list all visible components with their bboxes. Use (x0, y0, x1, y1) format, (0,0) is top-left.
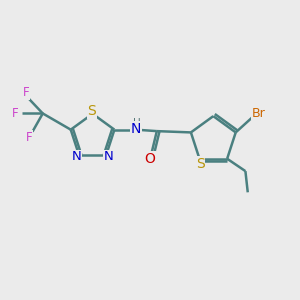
Text: S: S (88, 104, 96, 118)
Text: H: H (133, 118, 141, 128)
Text: Br: Br (251, 107, 265, 120)
Text: F: F (23, 86, 29, 99)
Text: F: F (12, 107, 18, 120)
Text: N: N (72, 150, 82, 163)
Text: F: F (26, 130, 32, 143)
Text: S: S (196, 157, 204, 171)
Text: N: N (103, 150, 113, 163)
Text: N: N (131, 122, 141, 136)
Text: O: O (145, 152, 155, 166)
